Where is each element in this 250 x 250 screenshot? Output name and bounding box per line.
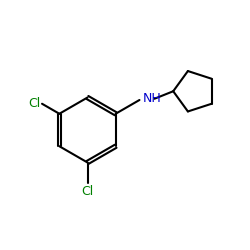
Text: NH: NH <box>143 92 162 105</box>
Text: Cl: Cl <box>28 97 40 110</box>
Text: Cl: Cl <box>82 185 94 198</box>
